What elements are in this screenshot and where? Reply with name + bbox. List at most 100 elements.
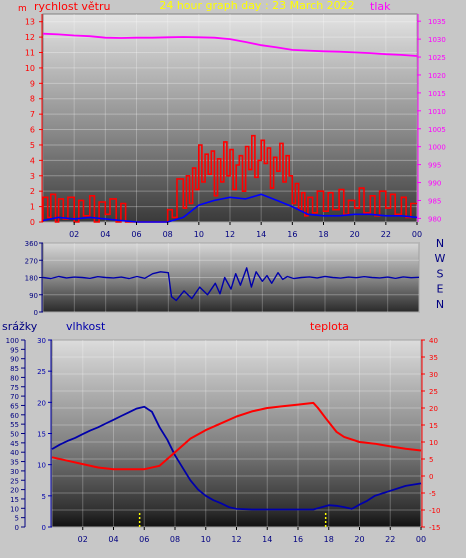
- rain-y-tick-label: 20: [10, 487, 19, 495]
- wind-y-tick-label: 1: [30, 203, 35, 212]
- x-tick-label: 10: [194, 230, 204, 239]
- pressure-y-tick-label: 995: [428, 162, 441, 170]
- rain-y-tick-label: 85: [10, 365, 19, 373]
- pressure-y-tick-label: 1010: [428, 108, 446, 116]
- compass-north-label: N: [436, 237, 444, 250]
- wind-y-tick-label: 8: [30, 95, 35, 104]
- wind-y-tick-label: 3: [30, 172, 35, 181]
- rain-y-tick-label: 65: [10, 402, 19, 410]
- gridlines: [43, 14, 422, 528]
- humidity-y-tick-label: 5: [42, 493, 46, 501]
- x-tick-label: 22: [381, 230, 391, 239]
- temperature-y-tick-label: 20: [429, 405, 438, 413]
- x-tick-label: 04: [108, 535, 118, 544]
- x-tick-label: 04: [100, 230, 110, 239]
- humidity-y-tick-label: 30: [37, 337, 46, 345]
- rain-y-tick-label: 55: [10, 421, 19, 429]
- wind-y-tick-label: 4: [30, 156, 35, 165]
- direction-y-tick-label: 90: [29, 292, 38, 300]
- pressure-y-tick-label: 1000: [428, 144, 446, 152]
- x-tick-label: 06: [131, 230, 141, 239]
- plot-backgrounds: [42, 13, 422, 528]
- temperature-y-tick-label: -15: [429, 524, 440, 532]
- rain-y-tick-label: 100: [6, 337, 19, 345]
- rain-y-tick-label: 0: [15, 524, 19, 532]
- pressure-y-tick-label: 980: [428, 215, 441, 223]
- wind-y-tick-label: 10: [25, 64, 35, 73]
- x-tick-label: 18: [318, 230, 328, 239]
- x-tick-label: 00: [416, 535, 426, 544]
- humidity-label: vlhkost: [66, 320, 106, 333]
- temperature-y-tick-label: 5: [429, 456, 433, 464]
- temperature-y-tick-label: 10: [429, 439, 438, 447]
- wind-gust-line: [42, 134, 417, 223]
- rain-y-tick-label: 45: [10, 440, 19, 448]
- rain-y-tick-label: 50: [10, 431, 19, 439]
- compass-south-label: S: [437, 267, 444, 280]
- direction-y-tick-label: 270: [25, 257, 38, 265]
- x-tick-label: 20: [354, 535, 364, 544]
- x-tick-label: 12: [225, 230, 235, 239]
- pressure-y-tick-label: 1025: [428, 54, 446, 62]
- temperature-y-tick-label: 30: [429, 371, 438, 379]
- rain-y-tick-label: 15: [10, 496, 19, 504]
- temperature-line: [51, 401, 422, 471]
- x-tick-label: 20: [350, 230, 360, 239]
- x-tick-label: 02: [78, 535, 88, 544]
- rain-y-tick-label: 95: [10, 346, 19, 354]
- x-tick-label: 16: [287, 230, 297, 239]
- pressure-y-tick-label: 1015: [428, 90, 446, 98]
- pressure-line: [42, 32, 418, 57]
- pressure-y-tick-label: 1005: [428, 126, 446, 134]
- x-tick-label: 14: [256, 230, 266, 239]
- rain-y-tick-label: 25: [10, 477, 19, 485]
- x-tick-label: 18: [324, 535, 334, 544]
- wind-y-tick-label: 2: [30, 187, 35, 196]
- rain-label: srážky: [2, 320, 38, 333]
- wind-average-line: [42, 193, 418, 223]
- pressure-y-tick-label: 1035: [428, 18, 446, 26]
- x-tick-label: 08: [163, 230, 173, 239]
- axes: [21, 14, 425, 530]
- direction-y-tick-label: 360: [25, 240, 38, 248]
- pressure-y-tick-label: 985: [428, 197, 441, 205]
- x-tick-label: 06: [139, 535, 149, 544]
- chart-title: 24 hour graph day : 23 March 2022: [159, 0, 354, 12]
- wind-y-tick-label: 5: [30, 141, 35, 150]
- rain-y-tick-label: 5: [15, 515, 19, 523]
- temperature-y-tick-label: -10: [429, 507, 440, 515]
- humidity-y-tick-label: 10: [37, 462, 46, 470]
- wind-y-tick-label: 13: [25, 18, 35, 27]
- rain-y-tick-label: 80: [10, 374, 19, 382]
- x-tick-label: 22: [385, 535, 395, 544]
- humidity-y-tick-label: 0: [42, 524, 46, 532]
- data-series: [42, 32, 422, 527]
- temperature-y-tick-label: 35: [429, 354, 438, 362]
- x-tick-label: 16: [293, 535, 303, 544]
- x-tick-label: 14: [262, 535, 272, 544]
- rain-y-tick-label: 10: [10, 505, 19, 513]
- temperature-y-tick-label: 0: [429, 473, 433, 481]
- compass-north-bottom-label: N: [436, 298, 444, 311]
- wind-speed-label: rychlost větru: [34, 0, 110, 13]
- rain-y-tick-label: 35: [10, 459, 19, 467]
- chart-labels: rychlost větru m 24 hour graph day : 23 …: [2, 0, 446, 544]
- humidity-temperature-plot-area: [51, 339, 422, 528]
- wind-y-tick-label: 12: [25, 33, 35, 42]
- compass-west-label: W: [435, 252, 446, 265]
- pressure-y-tick-label: 1020: [428, 72, 446, 80]
- temperature-y-tick-label: 40: [429, 337, 438, 345]
- x-tick-label: 02: [69, 230, 79, 239]
- humidity-y-tick-label: 25: [37, 368, 46, 376]
- wind-y-tick-label: 7: [30, 110, 35, 119]
- rain-y-tick-label: 90: [10, 356, 19, 364]
- humidity-y-tick-label: 20: [37, 399, 46, 407]
- x-tick-label: 12: [231, 535, 241, 544]
- temperature-label: teplota: [310, 320, 349, 333]
- rain-y-tick-label: 60: [10, 412, 19, 420]
- temperature-y-tick-label: 15: [429, 422, 438, 430]
- temperature-y-tick-label: -5: [429, 490, 436, 498]
- humidity-line: [51, 405, 422, 511]
- wind-direction-line: [42, 267, 420, 302]
